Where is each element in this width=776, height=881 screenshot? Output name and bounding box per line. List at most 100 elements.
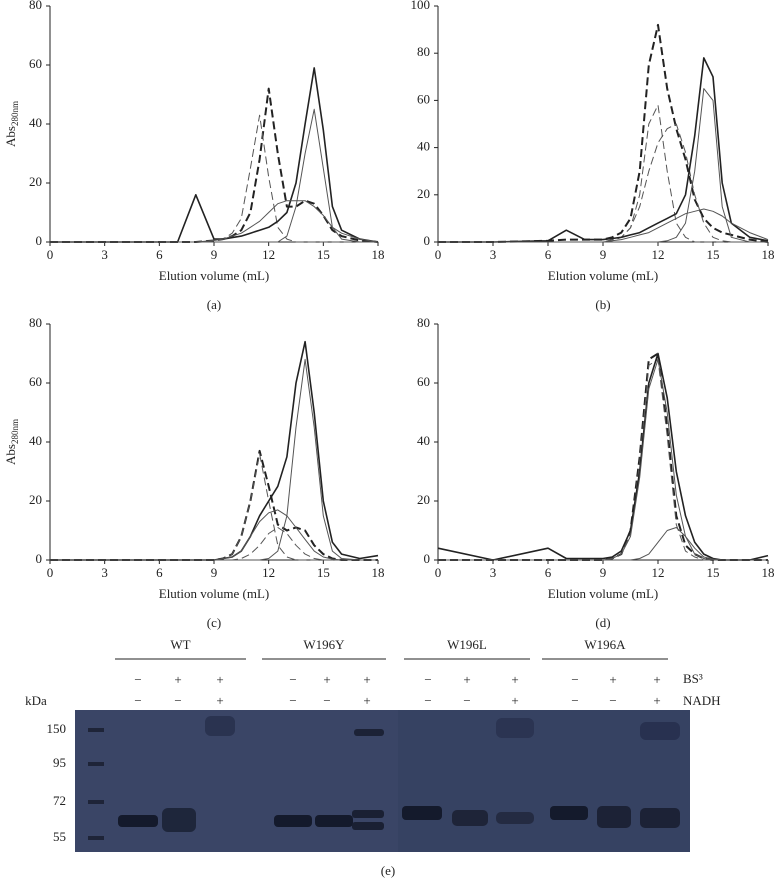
bs3-sign: − [424, 672, 431, 687]
nadh-sign: − [323, 693, 330, 708]
x-tick-label: 15 [317, 565, 330, 580]
bs3-sign: + [174, 672, 181, 687]
series-line [50, 340, 379, 561]
y-axis-label: Abs280nm [3, 419, 20, 465]
x-tick-label: 0 [435, 565, 442, 580]
x-tick-label: 12 [262, 565, 275, 580]
x-tick-label: 9 [211, 247, 218, 262]
x-tick-label: 12 [652, 247, 665, 262]
series-line [438, 527, 768, 561]
x-tick-label: 12 [262, 247, 275, 262]
nadh-sign: + [216, 693, 223, 708]
nadh-sign: − [571, 693, 578, 708]
x-tick-label: 18 [372, 565, 385, 580]
gel-labels: kDa BS³ NADH (e) WT W196Y W196L W196A − − + − + +… [25, 637, 720, 878]
x-axis-label: Elution volume (mL) [159, 268, 269, 283]
y-tick-label: 20 [417, 492, 430, 507]
marker-label: 72 [53, 793, 66, 808]
x-tick-label: 9 [211, 565, 218, 580]
nadh-sign: − [134, 693, 141, 708]
bs3-sign: + [323, 672, 330, 687]
y-tick-label: 60 [29, 374, 42, 389]
y-tick-label: 0 [36, 551, 43, 566]
y-tick-label: 80 [29, 0, 42, 12]
x-axis-label: Elution volume (mL) [548, 586, 658, 601]
nadh-sign: − [289, 693, 296, 708]
y-axis-label: Abs280nm [3, 101, 20, 147]
panel-caption: (d) [595, 615, 610, 630]
marker-label: 95 [53, 755, 66, 770]
bs3-sign: − [289, 672, 296, 687]
nadh-sign: − [463, 693, 470, 708]
x-tick-label: 9 [600, 247, 607, 262]
nadh-sign: − [424, 693, 431, 708]
marker-label: 150 [47, 721, 67, 736]
group-label: WT [170, 637, 190, 652]
nadh-sign: + [363, 693, 370, 708]
series-line [438, 88, 768, 243]
y-label-sub: 280nm [10, 101, 20, 126]
group-label: W196A [584, 637, 626, 652]
series-line [50, 509, 378, 561]
nadh-sign: − [609, 693, 616, 708]
x-tick-label: 3 [101, 565, 108, 580]
nadh-sign: + [511, 693, 518, 708]
series-line [438, 352, 768, 561]
series-line [438, 358, 768, 561]
y-tick-label: 60 [29, 56, 42, 71]
y-tick-label: 0 [424, 233, 431, 248]
series-line [438, 208, 769, 243]
y-tick-label: 40 [29, 115, 42, 130]
x-axis-label: Elution volume (mL) [548, 268, 658, 283]
x-tick-label: 15 [317, 247, 330, 262]
y-tick-label: 40 [417, 139, 430, 154]
series-line [438, 57, 769, 243]
gel-image [75, 710, 690, 852]
x-tick-label: 15 [707, 565, 720, 580]
bs3-sign: + [216, 672, 223, 687]
bs3-sign: + [609, 672, 616, 687]
panel-caption: (a) [207, 297, 221, 312]
x-tick-label: 15 [707, 247, 720, 262]
x-tick-label: 3 [490, 247, 497, 262]
series-line [50, 449, 378, 561]
bs3-sign: + [363, 672, 370, 687]
bs3-sign: − [134, 672, 141, 687]
nadh-sign: − [174, 693, 181, 708]
gel-caption: (e) [381, 863, 395, 878]
series-line [437, 352, 769, 561]
x-tick-label: 9 [600, 565, 607, 580]
x-tick-label: 6 [545, 247, 552, 262]
series-line [438, 104, 768, 243]
series-line [50, 67, 379, 243]
y-tick-label: 80 [29, 315, 42, 330]
y-tick-label: 40 [417, 433, 430, 448]
bs3-label: BS³ [683, 671, 703, 686]
group-label: W196L [447, 637, 487, 652]
series-line [50, 527, 378, 561]
x-tick-label: 18 [762, 247, 775, 262]
x-tick-label: 0 [47, 565, 54, 580]
y-tick-label: 80 [417, 315, 430, 330]
series-line [50, 87, 379, 243]
x-tick-label: 3 [101, 247, 108, 262]
x-tick-label: 6 [156, 247, 163, 262]
x-tick-label: 6 [156, 565, 163, 580]
x-tick-label: 3 [490, 565, 497, 580]
x-tick-label: 6 [545, 565, 552, 580]
y-tick-label: 60 [417, 374, 430, 389]
x-tick-label: 0 [435, 247, 442, 262]
y-label-main: Abs [3, 444, 18, 465]
bs3-sign: + [653, 672, 660, 687]
y-tick-label: 60 [417, 91, 430, 106]
series-line [438, 358, 768, 561]
y-tick-label: 20 [29, 492, 42, 507]
marker-label: 55 [53, 829, 66, 844]
bs3-sign: + [511, 672, 518, 687]
y-tick-label: 0 [36, 233, 43, 248]
y-label-sub: 280nm [10, 419, 20, 444]
bs3-sign: − [571, 672, 578, 687]
x-axis-label: Elution volume (mL) [159, 586, 269, 601]
x-tick-label: 18 [372, 247, 385, 262]
